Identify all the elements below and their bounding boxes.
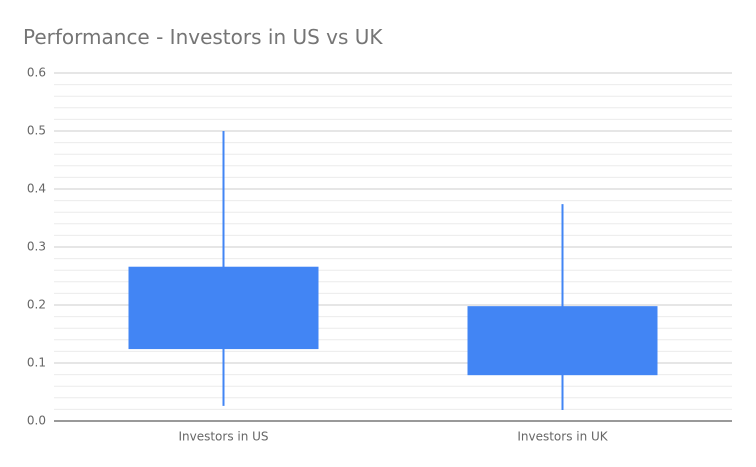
x-tick-label: Investors in UK bbox=[517, 430, 608, 444]
y-tick-label: 0.5 bbox=[27, 124, 46, 138]
chart-title: Performance - Investors in US vs UK bbox=[23, 25, 383, 49]
y-tick-label: 0.6 bbox=[27, 66, 46, 80]
y-tick-label: 0.2 bbox=[27, 298, 46, 312]
y-tick-label: 0.1 bbox=[27, 356, 46, 370]
x-tick-label: Investors in US bbox=[178, 430, 268, 444]
box bbox=[128, 266, 319, 350]
y-tick-label: 0.0 bbox=[27, 414, 46, 428]
box bbox=[467, 306, 658, 376]
y-tick-label: 0.3 bbox=[27, 240, 46, 254]
y-tick-label: 0.4 bbox=[27, 182, 46, 196]
